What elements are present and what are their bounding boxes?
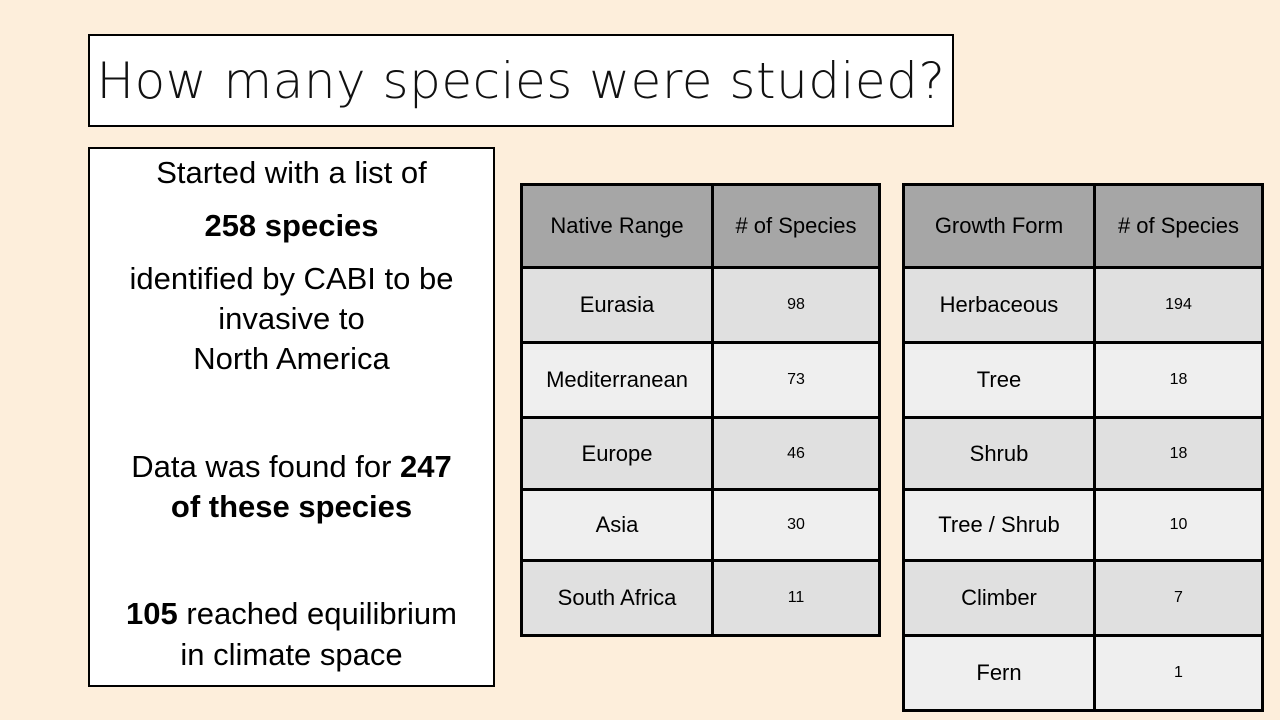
info-line-5: North America (193, 341, 390, 376)
cell-count: 194 (1093, 266, 1264, 344)
cell-form: Tree / Shrub (902, 488, 1096, 562)
header-growth-form: Growth Form (902, 183, 1096, 269)
cell-count: 18 (1093, 416, 1264, 491)
header-num-species: # of Species (1093, 183, 1264, 269)
table-row: Europe 46 (520, 416, 881, 491)
cell-form: Fern (902, 634, 1096, 712)
info-line-6-text: Data was found for (131, 449, 401, 484)
table-row: Mediterranean 73 (520, 341, 881, 419)
cell-form: Herbaceous (902, 266, 1096, 344)
info-line-6-number: 247 (400, 449, 452, 484)
cell-count: 11 (711, 559, 881, 637)
cell-count: 46 (711, 416, 881, 491)
native-range-table: Native Range # of Species Eurasia 98 Med… (520, 183, 881, 637)
cell-count: 18 (1093, 341, 1264, 419)
info-line-6: Data was found for 247 (90, 447, 493, 487)
cell-count: 1 (1093, 634, 1264, 712)
header-num-species: # of Species (711, 183, 881, 269)
cell-region: South Africa (520, 559, 714, 637)
cell-count: 7 (1093, 559, 1264, 637)
title-box: How many species were studied? (88, 34, 954, 127)
table-header-row: Growth Form # of Species (902, 183, 1264, 269)
table-row: Fern 1 (902, 634, 1264, 712)
cell-form: Climber (902, 559, 1096, 637)
info-line-7: of these species (170, 489, 413, 524)
cell-region: Europe (520, 416, 714, 491)
cell-form: Shrub (902, 416, 1096, 491)
info-box: Started with a list of 258 species ident… (88, 147, 495, 687)
info-line-1: Started with a list of (156, 155, 427, 190)
header-native-range: Native Range (520, 183, 714, 269)
cell-region: Asia (520, 488, 714, 562)
cell-count: 30 (711, 488, 881, 562)
cell-region: Mediterranean (520, 341, 714, 419)
info-line-4: invasive to (218, 301, 365, 336)
cell-region: Eurasia (520, 266, 714, 344)
cell-count: 98 (711, 266, 881, 344)
table-row: Herbaceous 194 (902, 266, 1264, 344)
cell-count: 73 (711, 341, 881, 419)
table-row: Tree / Shrub 10 (902, 488, 1264, 562)
slide-title: How many species were studied? (96, 51, 946, 110)
table-row: Climber 7 (902, 559, 1264, 637)
table-row: South Africa 11 (520, 559, 881, 637)
info-line-3: identified by CABI to be (129, 261, 454, 296)
info-line-8: 105 reached equilibrium (90, 594, 493, 634)
info-line-9: in climate space (180, 637, 403, 672)
cell-form: Tree (902, 341, 1096, 419)
info-line-8-number: 105 (126, 596, 178, 631)
table-row: Asia 30 (520, 488, 881, 562)
table-row: Eurasia 98 (520, 266, 881, 344)
table-row: Shrub 18 (902, 416, 1264, 491)
info-line-2: 258 species (204, 208, 379, 243)
growth-form-table: Growth Form # of Species Herbaceous 194 … (902, 183, 1264, 712)
table-header-row: Native Range # of Species (520, 183, 881, 269)
table-row: Tree 18 (902, 341, 1264, 419)
cell-count: 10 (1093, 488, 1264, 562)
info-line-8-text: reached equilibrium (177, 596, 457, 631)
